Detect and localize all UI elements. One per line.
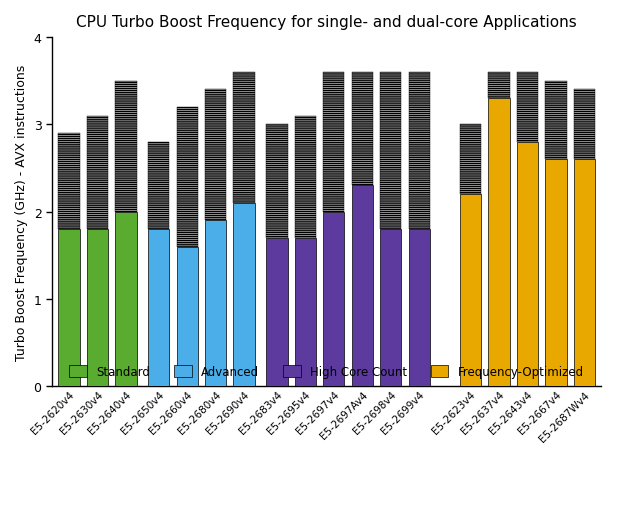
Bar	[545, 160, 567, 386]
Legend: Standard, Advanced, High Core Count, Frequency-Optimized: Standard, Advanced, High Core Count, Fre…	[63, 359, 590, 384]
Bar	[295, 117, 316, 238]
Bar	[517, 143, 538, 386]
Bar	[460, 195, 481, 386]
Bar	[176, 247, 198, 386]
Bar	[205, 221, 226, 386]
Bar	[148, 143, 169, 230]
Bar	[323, 73, 344, 212]
Bar	[380, 230, 401, 386]
Bar	[115, 212, 137, 386]
Bar	[380, 73, 401, 230]
Bar	[574, 160, 595, 386]
Bar	[176, 108, 198, 247]
Bar	[115, 81, 137, 212]
Bar	[87, 117, 108, 230]
Bar	[266, 238, 288, 386]
Bar	[205, 90, 226, 221]
Bar	[408, 230, 430, 386]
Bar	[148, 230, 169, 386]
Bar	[233, 204, 255, 386]
Title: CPU Turbo Boost Frequency for single- and dual-core Applications: CPU Turbo Boost Frequency for single- an…	[76, 15, 577, 30]
Bar	[352, 186, 373, 386]
Bar	[58, 134, 80, 230]
Bar	[517, 73, 538, 143]
Y-axis label: Turbo Boost Frequency (GHz) - AVX instructions: Turbo Boost Frequency (GHz) - AVX instru…	[15, 65, 28, 360]
Bar	[488, 99, 510, 386]
Bar	[545, 81, 567, 160]
Bar	[352, 73, 373, 186]
Bar	[266, 125, 288, 238]
Bar	[295, 238, 316, 386]
Bar	[574, 90, 595, 160]
Bar	[408, 73, 430, 230]
Bar	[323, 212, 344, 386]
Bar	[58, 230, 80, 386]
Bar	[488, 73, 510, 99]
Bar	[87, 230, 108, 386]
Bar	[460, 125, 481, 195]
Bar	[233, 73, 255, 204]
